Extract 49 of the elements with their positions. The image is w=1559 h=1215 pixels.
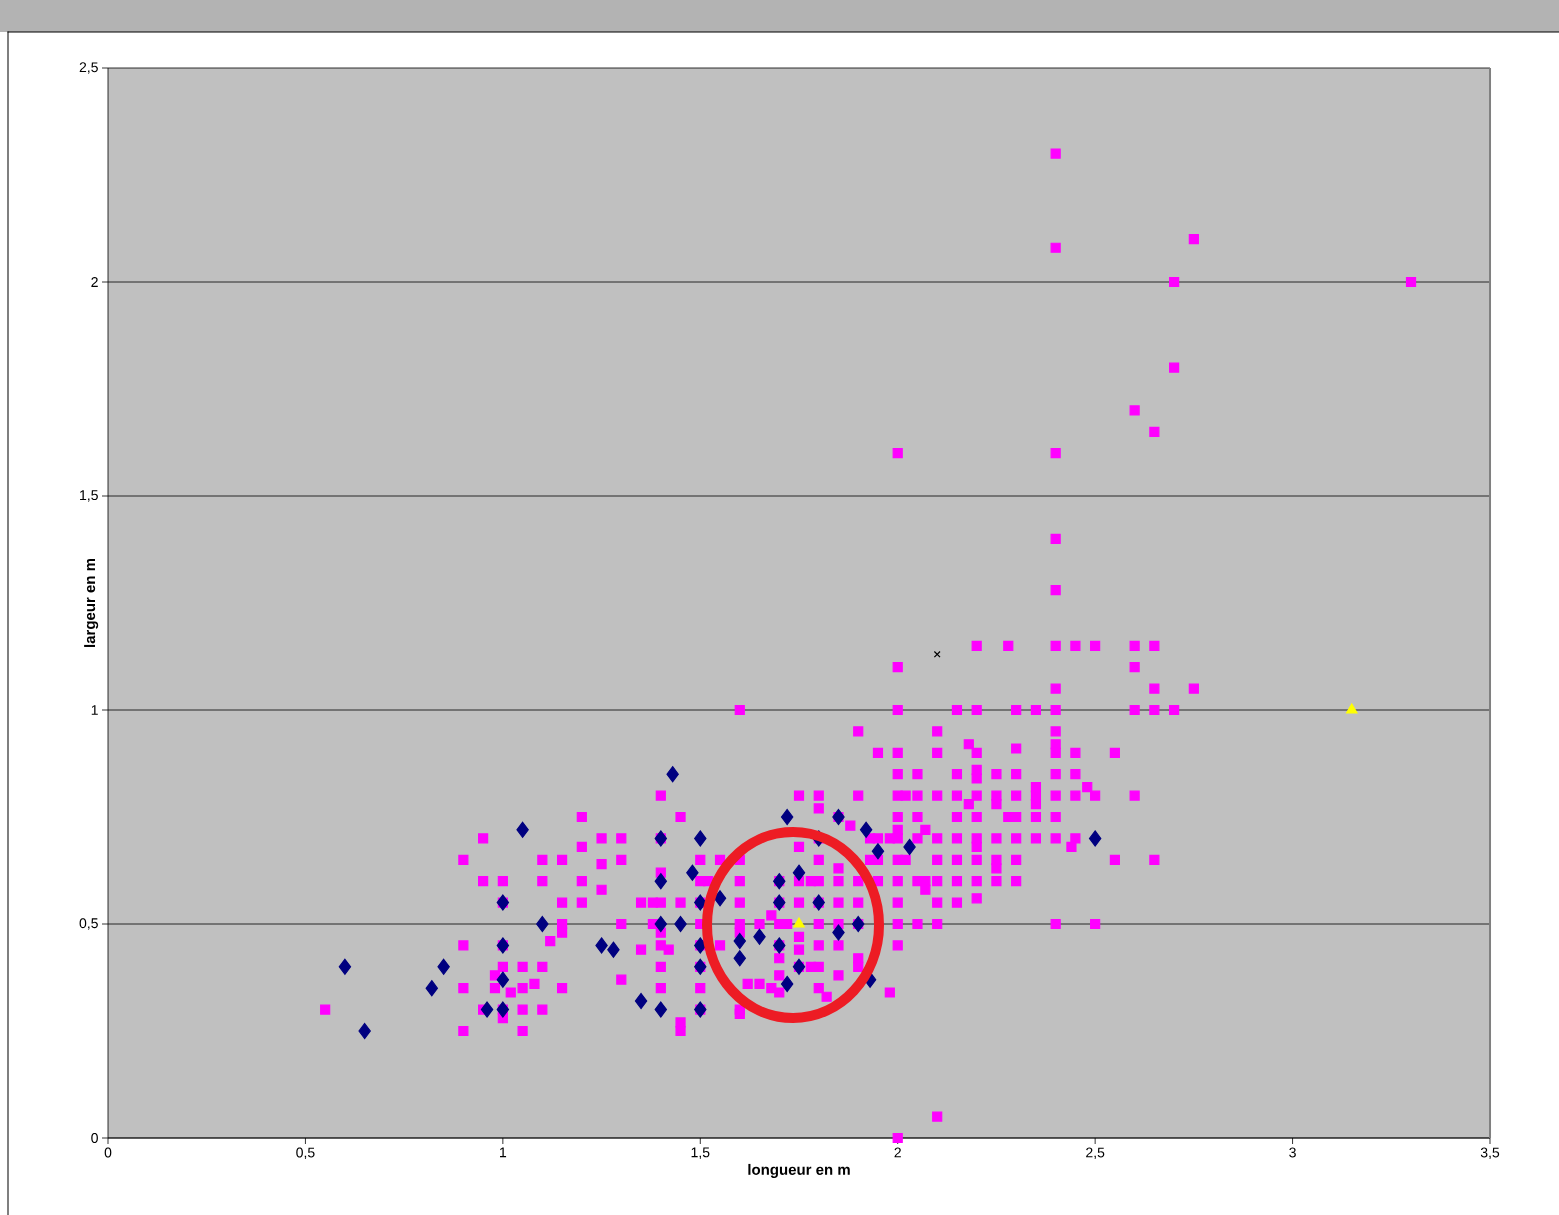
point <box>338 958 352 975</box>
y-tick-label: 2,5 <box>79 62 98 74</box>
point <box>666 766 679 783</box>
x-tick-label: 1,5 <box>691 1147 710 1159</box>
point <box>1346 703 1358 714</box>
point <box>437 958 450 975</box>
point <box>496 971 510 988</box>
point <box>933 650 941 658</box>
point <box>859 821 873 838</box>
point <box>536 915 549 933</box>
point <box>713 890 727 907</box>
y-tick-label: 1,5 <box>80 490 98 502</box>
point <box>654 873 668 890</box>
point <box>607 941 620 958</box>
x-tick-label: 2,5 <box>1086 1147 1105 1160</box>
y-tick-label: 0 <box>91 1133 98 1143</box>
point <box>1088 830 1102 847</box>
point <box>634 992 648 1010</box>
point <box>595 937 608 954</box>
point <box>733 950 746 967</box>
x-tick-label: 3 <box>1289 1147 1296 1158</box>
point <box>480 1001 494 1018</box>
x-tick-label: 1 <box>500 1147 507 1158</box>
y-tick-label: 0,5 <box>79 918 98 930</box>
point <box>903 838 916 856</box>
point <box>832 924 845 941</box>
point <box>871 843 885 860</box>
point <box>686 864 699 881</box>
point <box>753 928 766 945</box>
y-tick-label: 2 <box>91 277 98 287</box>
point <box>358 1022 371 1040</box>
x-tick-label: 2 <box>894 1147 901 1158</box>
y-tick-label: 1 <box>91 705 98 715</box>
point <box>674 915 687 933</box>
x-axis-title: longueur en m <box>748 1163 850 1178</box>
point <box>425 980 439 997</box>
y-axis-title: largeur en m <box>84 558 99 647</box>
x-tick-label: 3,5 <box>1480 1147 1500 1160</box>
point <box>516 821 529 838</box>
point <box>733 933 746 950</box>
point <box>780 975 794 993</box>
point <box>694 830 707 847</box>
point <box>793 917 805 928</box>
point <box>792 864 806 881</box>
point <box>780 808 794 826</box>
point <box>654 1001 668 1018</box>
x-tick-label: 0 <box>104 1147 112 1158</box>
x-tick-label: 0,5 <box>296 1147 315 1160</box>
point <box>654 915 668 933</box>
